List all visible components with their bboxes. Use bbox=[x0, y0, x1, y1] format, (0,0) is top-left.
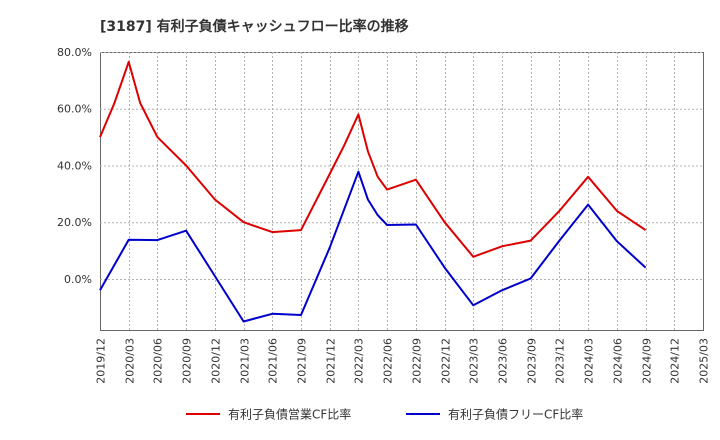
x-tick-label: 2021/12 bbox=[325, 338, 338, 384]
x-tick-label: 2024/12 bbox=[669, 338, 682, 384]
x-tick-label: 2023/12 bbox=[554, 338, 567, 384]
series-lines bbox=[99, 60, 647, 323]
x-tick-label: 2025/03 bbox=[698, 338, 711, 384]
y-tick-label: 0.0% bbox=[64, 273, 92, 286]
x-tick-label: 2020/03 bbox=[124, 338, 137, 384]
y-tick-label: 20.0% bbox=[57, 216, 92, 229]
x-tick-label: 2021/09 bbox=[296, 338, 309, 384]
y-tick-label: 60.0% bbox=[57, 103, 92, 116]
x-tick-label: 2022/03 bbox=[353, 338, 366, 384]
series-line-1 bbox=[99, 170, 647, 323]
plot-frame bbox=[100, 52, 704, 331]
x-tick-label: 2023/09 bbox=[526, 338, 539, 384]
legend-label-free-cf: 有利子負債フリーCF比率 bbox=[448, 407, 583, 422]
x-tick-label: 2020/09 bbox=[181, 338, 194, 384]
x-tick-label: 2023/03 bbox=[468, 338, 481, 384]
x-tick-label: 2020/06 bbox=[152, 338, 165, 384]
x-tick-label: 2019/12 bbox=[95, 338, 108, 384]
x-tick-label: 2020/12 bbox=[210, 338, 223, 384]
x-tick-label: 2023/06 bbox=[497, 338, 510, 384]
y-tick-label: 80.0% bbox=[57, 46, 92, 59]
x-tick-label: 2024/09 bbox=[641, 338, 654, 384]
x-axis-ticks: 2019/12 2020/03 2020/06 2020/09 2020/12 2021/… bbox=[95, 338, 711, 384]
x-tick-label: 2024/03 bbox=[583, 338, 596, 384]
gridlines bbox=[100, 52, 703, 330]
legend-label-operating-cf: 有利子負債営業CF比率 bbox=[228, 407, 351, 422]
x-tick-label: 2022/12 bbox=[440, 338, 453, 384]
chart-title: [3187] 有利子負債キャッシュフロー比率の推移 bbox=[100, 18, 409, 35]
x-tick-label: 2022/06 bbox=[382, 338, 395, 384]
x-tick-label: 2021/06 bbox=[267, 338, 280, 384]
y-tick-label: 40.0% bbox=[57, 159, 92, 172]
series-line-0 bbox=[99, 60, 647, 258]
x-tick-label: 2024/06 bbox=[612, 338, 625, 384]
x-tick-label: 2022/09 bbox=[411, 338, 424, 384]
x-tick-label: 2021/03 bbox=[239, 338, 252, 384]
legend: 有利子負債営業CF比率 有利子負債フリーCF比率 bbox=[186, 407, 583, 422]
y-axis-ticks: 0.0% 20.0% 40.0% 60.0% 80.0% bbox=[57, 46, 92, 286]
